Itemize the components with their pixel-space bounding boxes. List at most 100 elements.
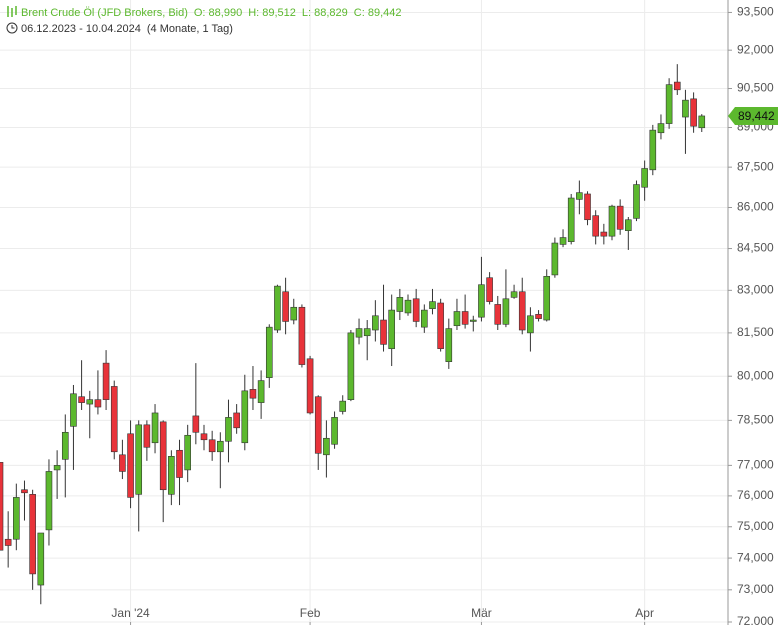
candle-body	[78, 396, 85, 403]
candle-body	[404, 299, 412, 314]
candle-body	[592, 215, 599, 237]
ohlc-high: H: 89,512	[248, 7, 296, 19]
candle-body	[641, 168, 648, 188]
x-tick-label: Mär	[471, 606, 492, 620]
candle-body	[331, 417, 338, 445]
candle-body	[29, 494, 36, 575]
candle-body	[86, 399, 94, 405]
candle-body	[53, 465, 61, 471]
candle-body	[110, 386, 118, 453]
candle-body	[673, 81, 681, 91]
candle-body	[518, 291, 526, 331]
candle-icon	[7, 6, 17, 17]
candle-body	[347, 332, 355, 400]
candle-body	[535, 314, 542, 319]
candle-body	[151, 412, 159, 444]
x-tick-label: Jan '24	[111, 606, 150, 620]
candle-body	[510, 291, 518, 298]
candle-body	[625, 219, 632, 231]
candle-body	[306, 358, 314, 414]
candle-body	[388, 309, 395, 349]
candle-body	[494, 304, 502, 325]
candle-body	[396, 297, 404, 312]
candle-body	[412, 298, 420, 322]
candle-body	[502, 298, 510, 325]
y-tick-label: 75,000	[737, 519, 774, 533]
candle-body	[608, 205, 616, 237]
candle-body	[168, 456, 175, 495]
y-tick-label: 87,500	[737, 159, 774, 173]
y-tick-label: 77,000	[737, 458, 774, 472]
candle-body	[355, 328, 363, 338]
y-tick-label: 80,000	[737, 368, 774, 382]
header: Brent Crude Öl (JFD Brokers, Bid) O: 88,9…	[6, 6, 407, 19]
candle-body	[192, 415, 200, 433]
candle-body	[633, 184, 640, 219]
candle-body	[298, 306, 306, 365]
candle-body	[21, 489, 28, 494]
candle-body	[4, 538, 12, 546]
candle-body	[323, 437, 330, 456]
candle-body	[649, 129, 657, 171]
candle-body	[119, 454, 126, 472]
candle-body	[143, 424, 151, 448]
candle-body	[698, 115, 706, 129]
candle-body	[37, 532, 45, 586]
candle-body	[290, 306, 298, 321]
candle-body	[200, 433, 208, 441]
y-tick-label: 76,000	[737, 488, 774, 502]
candle-body	[461, 311, 469, 325]
ohlc-low: L: 88,829	[301, 7, 348, 19]
candle-body	[690, 98, 697, 127]
subheader: 06.12.2023 - 10.04.2024 (4 Monate, 1 Tag)	[6, 22, 239, 35]
candle-body	[363, 328, 371, 337]
candle-body	[241, 390, 249, 444]
y-tick-label: 78,500	[737, 413, 774, 427]
candle-body	[217, 440, 224, 453]
candle-body	[265, 326, 273, 378]
candle-body	[274, 285, 281, 331]
candle-body	[576, 192, 583, 200]
y-tick-label: 81,500	[737, 325, 774, 339]
candle-body	[543, 276, 551, 321]
candle-body	[135, 424, 143, 495]
x-tick-label: Feb	[300, 606, 321, 620]
candle-body	[45, 471, 53, 531]
subtitle: 06.12.2023 - 10.04.2024	[21, 23, 141, 35]
y-tick-label: 83,000	[737, 283, 774, 297]
candle-body	[478, 284, 485, 318]
candle-body	[527, 315, 534, 334]
y-tick-label: 92,000	[737, 42, 774, 56]
last-price-tag	[728, 106, 778, 125]
y-tick-label: 84,500	[737, 241, 774, 255]
candle-body	[486, 277, 493, 302]
candle-body	[600, 231, 608, 237]
y-tick-label: 72,000	[737, 614, 774, 625]
y-tick-label: 86,000	[737, 200, 774, 214]
y-tick-label: 73,000	[737, 582, 774, 596]
candle-body	[233, 412, 240, 429]
clock-icon	[6, 22, 18, 34]
candle-body	[61, 431, 69, 460]
ohlc-close: C: 89,442	[353, 7, 402, 19]
candle-body	[469, 319, 477, 322]
subtitle-note: (4 Monate, 1 Tag)	[146, 23, 233, 35]
candle-body	[616, 205, 624, 230]
y-tick-label: 90,500	[737, 81, 774, 95]
candle-body	[372, 315, 379, 331]
title: Brent Crude Öl (JFD Brokers, Bid)	[21, 7, 188, 19]
candle-body	[0, 462, 4, 551]
candle-body	[559, 237, 567, 245]
candle-body	[94, 399, 102, 408]
last-price-label: 89,442	[738, 109, 775, 123]
candle-body	[682, 99, 689, 118]
candle-body	[339, 400, 347, 412]
candle-body	[159, 421, 167, 491]
candle-body	[257, 380, 265, 403]
candle-body	[453, 311, 461, 327]
candle-body	[567, 197, 575, 242]
candle-body	[127, 433, 134, 498]
y-tick-label: 93,500	[737, 5, 774, 19]
y-tick-label: 74,000	[737, 550, 774, 564]
